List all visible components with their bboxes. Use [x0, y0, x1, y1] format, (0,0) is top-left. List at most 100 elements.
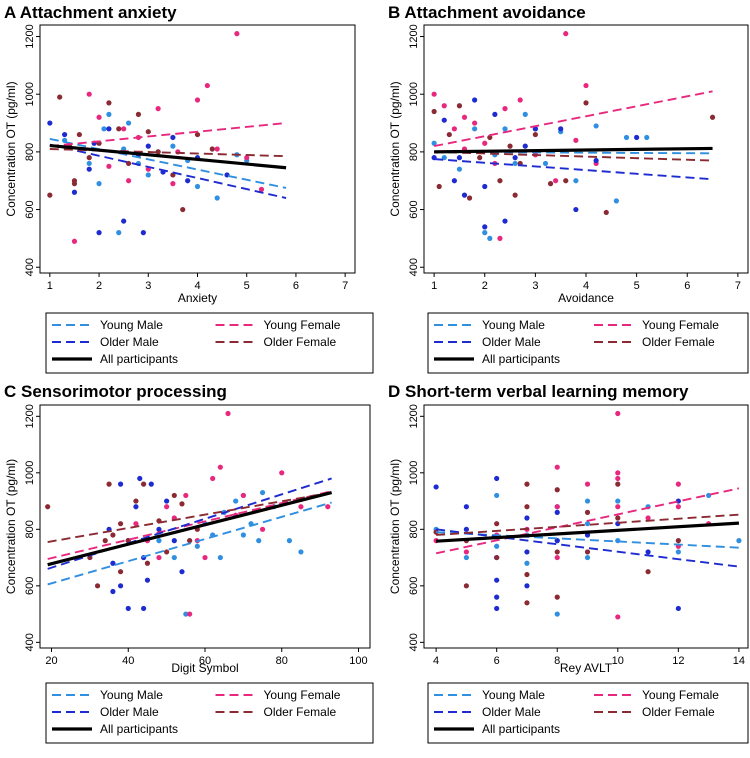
data-point-older-female [164, 549, 170, 555]
data-point-young-female [210, 475, 216, 482]
legend-label: Older Female [264, 335, 337, 349]
data-point-older-male [133, 504, 139, 510]
data-point-older-male [106, 126, 112, 132]
data-point-older-female [144, 560, 151, 566]
data-point-older-female [106, 100, 112, 106]
data-point-older-male [494, 594, 500, 600]
data-point-young-male [217, 554, 223, 561]
data-point-older-male [675, 605, 681, 612]
data-point-young-male [240, 532, 246, 538]
x-tick-label: 6 [293, 280, 299, 292]
data-point-young-female [482, 140, 488, 146]
data-point-older-male [148, 481, 154, 487]
data-point-older-male [494, 577, 500, 583]
data-point-young-male [573, 178, 579, 184]
data-point-young-male [256, 538, 262, 544]
data-point-older-female [563, 178, 569, 184]
y-tick-label: 800 [408, 520, 420, 538]
data-point-older-male [47, 120, 53, 126]
data-point-older-female [116, 126, 122, 132]
data-point-older-male [482, 183, 488, 190]
data-point-young-female [194, 97, 201, 103]
legend-label: Young Male [482, 688, 545, 702]
data-point-young-female [463, 549, 469, 555]
x-axis-label: Rey AVLT [560, 661, 613, 675]
plot-content [431, 31, 716, 241]
legend-label: Older Male [100, 705, 159, 719]
data-point-young-male [463, 554, 469, 561]
data-point-young-female [86, 91, 92, 97]
data-point-older-female [532, 131, 538, 138]
x-tick-label: 60 [199, 655, 211, 667]
data-point-older-male [634, 134, 640, 141]
data-point-older-male [140, 230, 146, 236]
data-point-older-male [441, 117, 447, 123]
data-point-older-female [110, 532, 116, 538]
data-point-older-female [436, 183, 442, 190]
y-tick-label: 600 [408, 577, 420, 595]
data-point-older-female [494, 521, 500, 527]
x-axis-label: Digit Symbol [171, 661, 238, 675]
data-point-older-male [451, 178, 457, 184]
data-point-young-female [156, 554, 162, 561]
fit-line-older-male [434, 158, 713, 181]
data-point-older-male [156, 526, 162, 532]
data-point-young-female [502, 106, 508, 112]
data-point-young-female [125, 178, 132, 184]
data-point-older-female [615, 481, 621, 487]
data-point-older-male [96, 230, 102, 236]
data-point-older-male [170, 134, 176, 141]
data-point-older-male [482, 224, 488, 230]
fit-line-young-female [433, 90, 713, 148]
x-tick-label: 4 [583, 280, 589, 292]
data-point-young-female [615, 504, 621, 510]
data-point-young-female [298, 504, 304, 510]
data-point-older-female [155, 149, 161, 155]
data-point-older-female [145, 129, 151, 135]
data-point-young-female [675, 481, 681, 487]
data-point-older-female [171, 492, 177, 499]
panel-D: D Short-term verbal learning memory 400 60… [388, 382, 749, 744]
y-tick-label: 1200 [24, 24, 36, 48]
data-point-older-female [117, 521, 124, 527]
fit-line-young-female [49, 122, 287, 148]
data-point-older-female [446, 131, 452, 138]
plot-content [433, 410, 742, 620]
data-point-older-male [522, 143, 528, 149]
x-axis-label: Avoidance [558, 291, 614, 305]
y-tick-label: 400 [24, 633, 36, 651]
data-point-older-female [524, 600, 530, 606]
data-point-young-female [583, 82, 589, 89]
fit-line-older-female [49, 148, 287, 158]
data-point-older-female [57, 94, 63, 100]
data-point-young-female [554, 504, 560, 510]
data-point-older-male [145, 143, 151, 149]
data-point-older-male [86, 166, 92, 172]
legend-label: Young Female [264, 688, 341, 702]
legend-label: Young Male [100, 688, 163, 702]
x-tick-label: 8 [554, 655, 560, 667]
data-point-young-male [542, 160, 549, 167]
data-point-young-female [563, 31, 569, 37]
legend-label: Older Female [264, 705, 337, 719]
legend-box [45, 682, 374, 744]
legend-label: Older Female [642, 705, 715, 719]
data-point-young-female [244, 155, 250, 161]
y-tick-label: 400 [408, 258, 420, 276]
fit-line-young-male [47, 501, 332, 586]
y-tick-label: 400 [24, 258, 36, 276]
data-point-young-female [96, 114, 102, 120]
legend-label: Young Female [642, 318, 719, 332]
x-tick-label: 4 [433, 655, 439, 667]
data-point-young-male [554, 611, 560, 617]
y-tick-label: 400 [408, 633, 420, 651]
data-point-older-male [185, 178, 191, 184]
x-tick-label: 1 [431, 280, 437, 292]
data-point-older-male [558, 126, 564, 132]
data-point-young-male [524, 560, 530, 566]
fit-line-all [47, 491, 333, 567]
data-point-young-female [615, 470, 621, 476]
fit-line-young-male [49, 137, 287, 189]
data-point-older-female [76, 131, 82, 138]
